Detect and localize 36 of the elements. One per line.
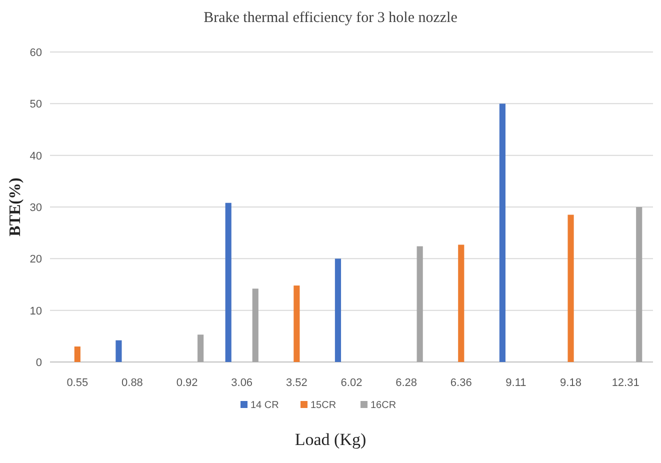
x-tick-label: 6.28 [396, 377, 418, 389]
x-tick-label: 6.02 [340, 377, 362, 389]
y-tick-label: 50 [30, 98, 42, 111]
bar [116, 340, 122, 362]
y-tick-label: 60 [30, 47, 42, 59]
x-tick-label: 3.52 [286, 377, 308, 389]
x-tick-label: 9.11 [506, 377, 526, 389]
y-tick-label: 0 [36, 357, 42, 369]
y-tick-label: 40 [30, 150, 42, 162]
bar [74, 346, 80, 362]
bar [225, 202, 232, 362]
legend-label: 15CR [310, 400, 336, 411]
x-tick-label: 0.88 [122, 377, 143, 389]
bar [499, 104, 506, 362]
bar [294, 286, 300, 362]
x-tick-label: 6.36 [450, 377, 472, 389]
x-tick-label: 0.55 [66, 377, 88, 389]
x-tick-label: 12.31 [612, 377, 640, 389]
y-tick-label: 30 [30, 202, 42, 214]
y-tick-label: 20 [30, 254, 42, 266]
chart-title: Brake thermal efficiency for 3 hole nozzle [204, 10, 458, 26]
x-tick-label: 3.06 [231, 377, 253, 389]
x-tick-label: 0.92 [176, 377, 198, 389]
legend-label: 14 CR [250, 400, 279, 411]
bar [568, 214, 574, 362]
bar [416, 246, 423, 362]
x-tick-label: 9.18 [560, 377, 582, 389]
bar [636, 207, 642, 362]
bar [334, 258, 342, 362]
bar [198, 334, 204, 362]
x-axis-title: Load (Kg) [294, 430, 366, 449]
legend-label: 16CR [370, 400, 396, 411]
y-axis-title: BTE(%) [7, 178, 24, 236]
y-tick-label: 10 [30, 305, 42, 318]
bar [252, 288, 258, 362]
bar [458, 244, 464, 362]
